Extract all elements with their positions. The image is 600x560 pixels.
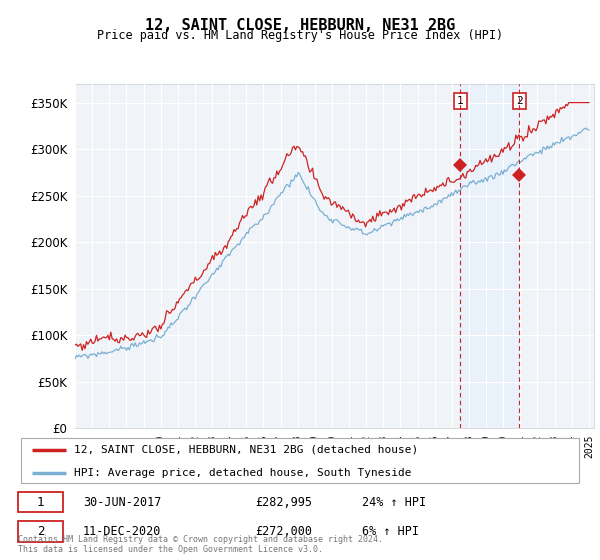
FancyBboxPatch shape xyxy=(18,521,63,542)
Text: 1: 1 xyxy=(457,96,464,106)
Text: 24% ↑ HPI: 24% ↑ HPI xyxy=(362,496,426,508)
Text: £282,995: £282,995 xyxy=(255,496,312,508)
Text: Price paid vs. HM Land Registry's House Price Index (HPI): Price paid vs. HM Land Registry's House … xyxy=(97,29,503,42)
Text: £272,000: £272,000 xyxy=(255,525,312,538)
Text: 1: 1 xyxy=(37,496,44,508)
Text: 11-DEC-2020: 11-DEC-2020 xyxy=(83,525,161,538)
Text: 2: 2 xyxy=(516,96,523,106)
Text: Contains HM Land Registry data © Crown copyright and database right 2024.
This d: Contains HM Land Registry data © Crown c… xyxy=(18,535,383,554)
Text: 12, SAINT CLOSE, HEBBURN, NE31 2BG: 12, SAINT CLOSE, HEBBURN, NE31 2BG xyxy=(145,18,455,33)
Bar xyxy=(460,84,520,428)
Text: HPI: Average price, detached house, South Tyneside: HPI: Average price, detached house, Sout… xyxy=(74,468,412,478)
Text: 2: 2 xyxy=(37,525,44,538)
Text: 12, SAINT CLOSE, HEBBURN, NE31 2BG (detached house): 12, SAINT CLOSE, HEBBURN, NE31 2BG (deta… xyxy=(74,445,419,455)
FancyBboxPatch shape xyxy=(21,438,579,483)
Text: 6% ↑ HPI: 6% ↑ HPI xyxy=(362,525,419,538)
FancyBboxPatch shape xyxy=(18,492,63,512)
Text: 30-JUN-2017: 30-JUN-2017 xyxy=(83,496,161,508)
